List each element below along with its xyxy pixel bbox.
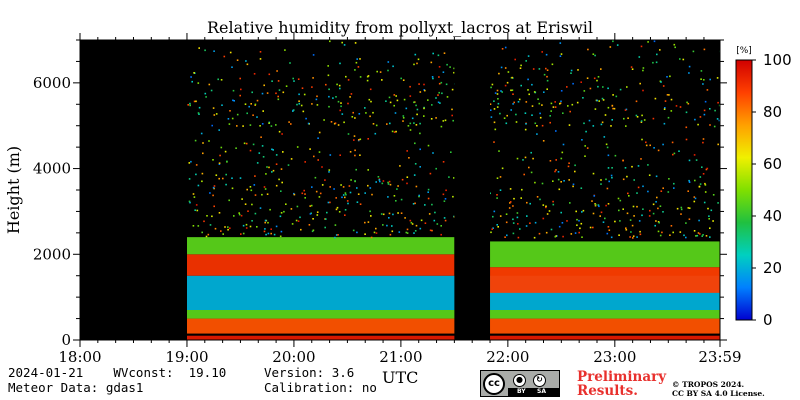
cc-license-logo: cc ● ↻ BY SA	[480, 370, 560, 397]
footer-calibration: Calibration: no	[264, 380, 377, 395]
cc-icon: cc	[483, 373, 505, 395]
y-tick-label: 2000	[33, 245, 71, 263]
x-tick-label: 22:00	[486, 348, 529, 366]
y-tick-label: 0	[61, 331, 71, 349]
footer-meteor-data: Meteor Data: gdas1	[8, 380, 144, 395]
x-tick-label: 20:00	[272, 348, 315, 366]
colorbar-tick-label: 40	[763, 207, 782, 225]
copyright-notice: © TROPOS 2024.	[672, 380, 745, 389]
x-axis: 18:00 19:00 20:00 21:00 22:00 23:00 23:59	[58, 33, 742, 366]
x-tick-label: 23:59	[698, 348, 741, 366]
colorbar-tick-label: 0	[763, 311, 773, 329]
y-tick-label: 4000	[33, 160, 71, 178]
cc-band: BY SA	[508, 388, 559, 396]
plot-area	[79, 39, 721, 341]
humidity-layer	[186, 310, 720, 319]
colorbar-tick-label: 60	[763, 155, 782, 173]
colorbar-unit-label: [%]	[736, 46, 752, 56]
no-data-region	[454, 40, 491, 340]
humidity-layer	[186, 335, 720, 340]
y-tick-label: 6000	[33, 74, 71, 92]
y-axis-label: Height (m)	[4, 146, 23, 234]
x-tick-label: 23:00	[593, 348, 636, 366]
y-axis: 0 2000 4000 6000	[33, 39, 727, 349]
humidity-layer	[186, 237, 455, 255]
footer-version: Version: 3.6	[264, 365, 355, 380]
license-notice: CC BY SA 4.0 License.	[672, 389, 765, 398]
chart-title: Relative humidity from pollyxt_lacros at…	[207, 18, 593, 37]
x-tick-label: 18:00	[58, 348, 101, 366]
footer-date-wvconst: 2024-01-21 WVconst: 19.10	[8, 365, 227, 380]
cc-sa-icon: ↻	[533, 374, 546, 387]
x-axis-label: UTC	[382, 368, 419, 387]
colorbar: [%] 0 20 40 60 80 100	[735, 46, 792, 329]
colorbar-tick-label: 20	[763, 259, 782, 277]
humidity-layer	[186, 318, 720, 334]
preliminary-notice-line1: Preliminary	[577, 369, 667, 385]
cc-sa-label: SA	[537, 388, 546, 395]
cc-by-label: BY	[517, 388, 526, 395]
x-tick-label: 19:00	[165, 348, 208, 366]
cc-by-icon: ●	[513, 374, 526, 387]
humidity-layer	[186, 254, 455, 276]
colorbar-scale	[735, 59, 753, 321]
colorbar-tick-label: 80	[763, 103, 782, 121]
no-data-region	[80, 40, 187, 340]
preliminary-notice-line2: Results.	[577, 383, 638, 399]
colorbar-tick-label: 100	[763, 51, 792, 69]
x-tick-label: 21:00	[379, 348, 422, 366]
humidity-layer	[490, 241, 720, 268]
humidity-layer	[490, 267, 720, 293]
